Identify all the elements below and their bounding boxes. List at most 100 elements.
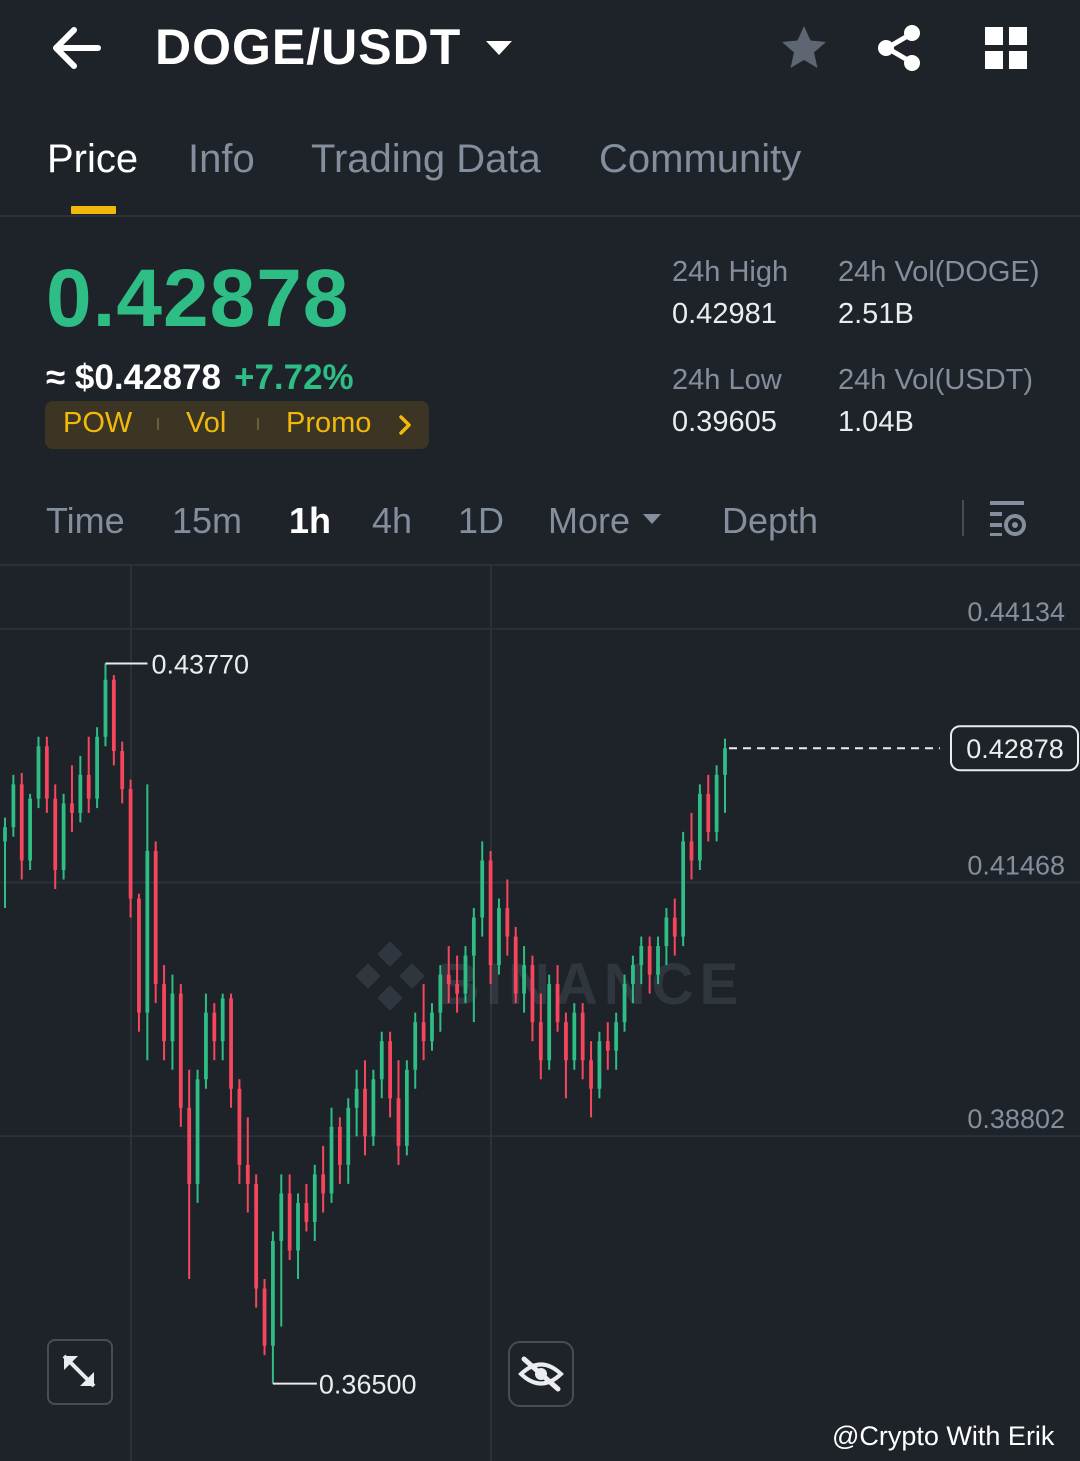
tag-vol[interactable]: Vol xyxy=(186,407,227,439)
candle-body xyxy=(723,748,727,775)
expand-icon xyxy=(62,1354,96,1388)
candle-body xyxy=(639,946,644,966)
fullscreen-button[interactable] xyxy=(47,1339,113,1405)
credit-watermark: @Crypto With Erik xyxy=(832,1421,1055,1451)
candle-body xyxy=(547,984,552,1061)
candle-body xyxy=(287,1193,292,1251)
candle-body xyxy=(187,1107,192,1184)
chart-settings-icon xyxy=(990,501,1026,536)
candlestick-chart[interactable]: 0.44134 0.41468 0.38802 BINANCE 0.43770 0.365… xyxy=(0,566,1080,1461)
candle-body xyxy=(254,1183,259,1289)
interval-time[interactable]: Time xyxy=(46,500,125,541)
candle-body xyxy=(714,774,719,832)
candle-body xyxy=(605,1041,610,1051)
candle-body xyxy=(346,1107,351,1165)
candle-body xyxy=(656,946,660,975)
candle-body xyxy=(404,1069,409,1146)
candle-body xyxy=(338,1126,342,1165)
candle-body xyxy=(530,965,535,1023)
candle-body xyxy=(3,827,7,842)
candle-body xyxy=(555,984,560,1023)
back-button[interactable] xyxy=(48,22,104,74)
share-button[interactable] xyxy=(871,20,927,76)
share-icon xyxy=(878,25,920,71)
tag-pow[interactable]: POW xyxy=(63,407,133,439)
max-price-label: 0.43770 xyxy=(151,650,249,680)
candle-body xyxy=(388,1041,392,1099)
candle-body xyxy=(111,679,116,752)
candle-body xyxy=(220,998,225,1042)
layout-button[interactable] xyxy=(978,20,1034,76)
candle-body xyxy=(497,908,501,966)
candle-body xyxy=(262,1288,267,1346)
star-icon xyxy=(782,26,826,68)
candle-body xyxy=(580,1012,585,1061)
candle-body xyxy=(463,955,468,994)
candle-body xyxy=(480,860,485,918)
interval-divider xyxy=(962,500,964,536)
tab-community[interactable]: Community xyxy=(599,137,802,181)
coin-tags[interactable]: POW Vol Promo xyxy=(45,401,429,449)
interval-1d[interactable]: 1D xyxy=(458,500,505,541)
candle-body xyxy=(245,1164,250,1184)
candle-body xyxy=(86,774,91,799)
candle-body xyxy=(614,1022,619,1051)
binance-logo-icon xyxy=(355,941,425,1011)
candle-body xyxy=(329,1126,334,1194)
tab-info[interactable]: Info xyxy=(188,137,255,181)
chart-canvas: 0.44134 0.41468 0.38802 BINANCE 0.43770 0.365… xyxy=(0,566,1080,1461)
candle-body xyxy=(237,1088,242,1165)
candle-body xyxy=(137,898,141,1013)
tab-price[interactable]: Price xyxy=(47,137,139,181)
tag-separator xyxy=(157,418,159,430)
candle-body xyxy=(672,917,677,937)
candle-body xyxy=(622,984,627,1023)
back-arrow-icon xyxy=(53,27,101,69)
interval-1h[interactable]: 1h xyxy=(289,500,332,541)
grid-icon xyxy=(985,27,1027,69)
usd-price: ≈ $0.42878 xyxy=(46,358,221,397)
candle-body xyxy=(61,803,66,870)
y-tick-label: 0.44134 xyxy=(967,597,1065,627)
min-price-label: 0.36500 xyxy=(319,1370,417,1400)
depth-toggle[interactable]: Depth xyxy=(722,500,819,541)
candle-body xyxy=(446,974,451,985)
candle-body xyxy=(681,841,686,937)
candle-body xyxy=(438,974,443,1013)
stat-24h-low-label: 24h Low xyxy=(672,364,782,396)
section-tabs: Price Info Trading Data Community xyxy=(0,125,1080,217)
chart-settings-button[interactable] xyxy=(986,496,1030,540)
candle-body xyxy=(363,1088,367,1137)
caret-down-icon xyxy=(643,514,661,524)
favorite-button[interactable] xyxy=(776,20,832,76)
candle-body xyxy=(538,1022,543,1061)
stat-24h-high-value: 0.42981 xyxy=(672,298,777,330)
candle-body xyxy=(95,736,99,799)
candle-body xyxy=(522,965,526,994)
candle-body xyxy=(304,1202,309,1222)
tab-trading-data[interactable]: Trading Data xyxy=(311,137,541,181)
interval-more[interactable]: More xyxy=(548,500,631,541)
caret-down-icon xyxy=(486,41,512,55)
candle-body xyxy=(664,917,669,947)
tag-promo[interactable]: Promo xyxy=(286,407,372,439)
hide-indicators-button[interactable] xyxy=(508,1341,574,1407)
stat-24h-vol-base-label: 24h Vol(DOGE) xyxy=(838,256,1040,288)
candle-body xyxy=(572,1012,577,1061)
candle-body xyxy=(706,793,711,832)
price-change-percent: +7.72% xyxy=(234,358,354,397)
candle-body xyxy=(28,798,32,861)
interval-4h[interactable]: 4h xyxy=(372,500,413,541)
candle-body xyxy=(128,789,133,899)
chart-watermark: BINANCE xyxy=(438,952,744,1017)
candle-body xyxy=(19,784,24,861)
y-tick-label: 0.41468 xyxy=(967,851,1065,881)
candle-body xyxy=(271,1240,275,1346)
candle-body xyxy=(396,1098,401,1146)
chevron-right-icon xyxy=(399,415,411,435)
candle-body xyxy=(430,1012,434,1042)
pair-selector-button[interactable] xyxy=(484,38,514,58)
interval-15m[interactable]: 15m xyxy=(172,500,243,541)
pair-title[interactable]: DOGE/USDT xyxy=(155,19,462,75)
candle-body xyxy=(689,841,694,861)
